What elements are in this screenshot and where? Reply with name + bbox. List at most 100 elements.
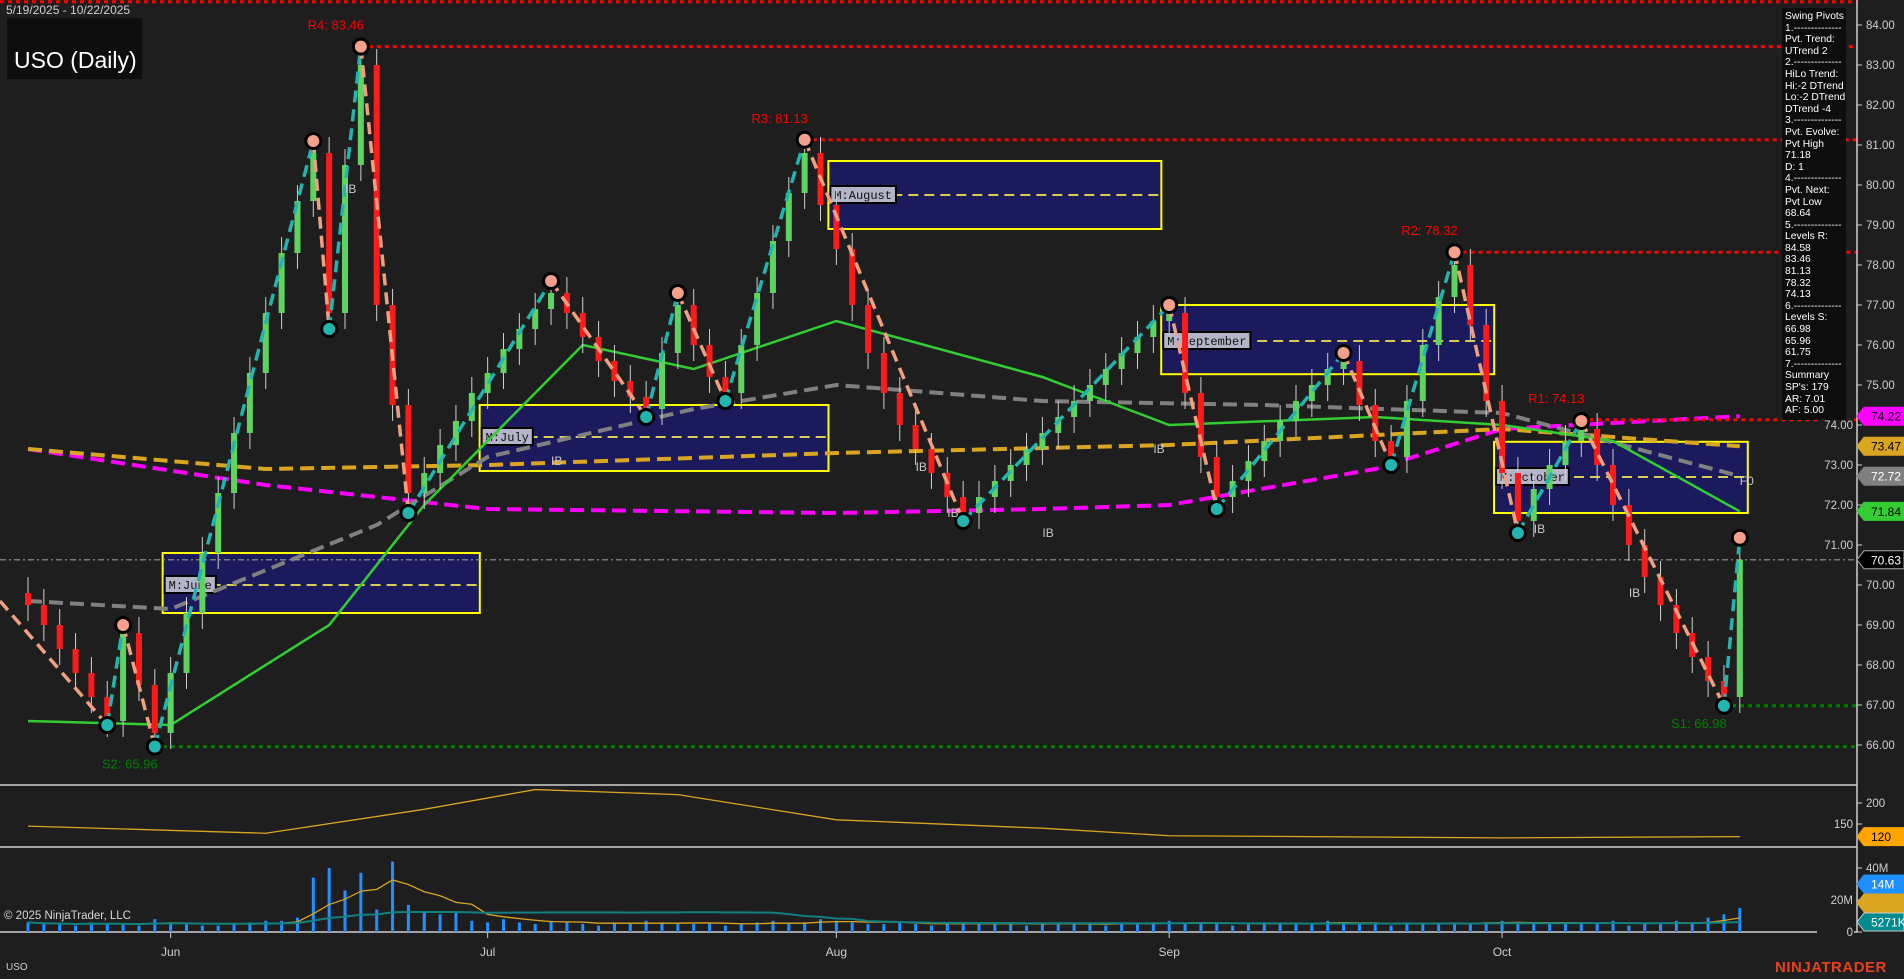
price-tick-label: 83.00: [1866, 60, 1895, 72]
level-label: R3: 81.13: [751, 111, 807, 126]
candle-body: [627, 381, 634, 397]
volume-bar: [422, 911, 426, 932]
volume-bar: [819, 919, 822, 932]
volume-bar: [692, 924, 696, 932]
ib-annotation: IB: [345, 182, 356, 196]
info-line: 68.64: [1785, 208, 1811, 220]
pivot-low-marker: [640, 411, 653, 423]
volume-bar: [375, 909, 379, 932]
pivot-low-marker: [101, 719, 114, 731]
ib-annotation: IB: [1042, 526, 1053, 540]
info-line: 71.18: [1785, 150, 1811, 162]
price-tag: [1856, 912, 1904, 932]
price-tag: [1856, 874, 1904, 894]
candle-body: [516, 329, 523, 349]
volume-bar: [1373, 924, 1377, 932]
volume-bar: [708, 922, 712, 932]
volume-bar: [1563, 924, 1567, 932]
volume-bar: [1040, 924, 1044, 932]
volume-bar: [343, 890, 347, 932]
info-line: HiLo Trend:: [1785, 68, 1839, 80]
price-tick-label: 82.00: [1866, 100, 1895, 112]
candle-body: [754, 293, 761, 345]
volume-bar: [1532, 924, 1536, 932]
pivot-high-marker: [798, 133, 811, 146]
candle-body: [611, 361, 618, 381]
candle-body: [1388, 441, 1395, 457]
volume-bar: [153, 919, 157, 932]
swing-line: [153, 140, 315, 748]
candle-body: [1197, 393, 1204, 457]
volume-bar: [1659, 922, 1663, 932]
candle-body: [72, 649, 79, 673]
info-line: UTrend 2: [1785, 45, 1828, 57]
candle-body: [1150, 321, 1157, 337]
pivot-low-marker: [1717, 699, 1730, 712]
candle-body: [1403, 401, 1410, 457]
price-panel: M:JuneM:JulyM:AugustM:SeptemberM:October…: [0, 0, 1857, 772]
volume-bar: [470, 920, 474, 932]
price-tag-label: 120: [1871, 830, 1891, 844]
candle-body: [199, 553, 206, 613]
candle-body: [1705, 657, 1712, 681]
volume-bar: [248, 922, 252, 932]
candle-body: [1435, 297, 1442, 345]
volume-bar: [454, 912, 458, 932]
tick-label-bg: [1817, 457, 1854, 472]
candle-body: [246, 373, 253, 433]
swing-line: [803, 139, 965, 522]
tick-label-bg: [1817, 924, 1854, 939]
candle-body: [1356, 361, 1363, 405]
candle-body: [1451, 265, 1458, 297]
info-line: 84.58: [1785, 242, 1811, 254]
info-line: 81.13: [1785, 266, 1811, 278]
volume-bar: [1484, 922, 1488, 932]
volume-tick-label: 40M: [1866, 863, 1888, 875]
volume-bar: [803, 922, 807, 932]
volume-bar: [295, 917, 299, 932]
info-line: Summary: [1785, 370, 1830, 382]
volume-bar: [1421, 924, 1425, 932]
monthly-label: M:June: [169, 579, 212, 593]
volume-bar: [264, 920, 268, 932]
info-line: 78.32: [1785, 277, 1811, 289]
volume-average-line: [27, 879, 1740, 925]
volume-bar: [1262, 922, 1266, 932]
volume-bar: [89, 922, 93, 932]
candle-body: [1055, 417, 1062, 433]
candle-body: [342, 165, 348, 313]
price-tag-label: 71.84: [1871, 505, 1901, 519]
volume-bar: [1405, 922, 1409, 932]
volume-bar: [1516, 922, 1520, 932]
ib-annotation: IB: [1534, 522, 1545, 536]
monthly-label: M:July: [486, 431, 529, 445]
volume-bar: [1215, 924, 1219, 932]
volume-bar: [74, 925, 78, 932]
candle-body: [421, 473, 428, 493]
volume-bar: [850, 922, 854, 932]
volume-bar: [280, 920, 284, 932]
swing-line: [644, 292, 680, 418]
volume-bar: [660, 922, 664, 932]
moving-average-line: [27, 426, 1740, 472]
volume-bar: [644, 920, 648, 932]
price-tick-label: 69.00: [1866, 620, 1895, 632]
swing-line: [1579, 420, 1726, 707]
volume-bar: [533, 924, 537, 932]
candle-body: [1261, 441, 1268, 461]
swing-line: [359, 46, 411, 514]
level-label: S2: 65.96: [102, 757, 158, 772]
volume-bar: [406, 904, 410, 932]
volume-bar: [1611, 920, 1615, 932]
candle-body: [785, 193, 792, 241]
pivot-low-marker: [1385, 459, 1398, 471]
candle-body: [643, 397, 650, 409]
candle-body: [120, 633, 127, 721]
pivot-high-marker: [117, 619, 130, 631]
volume-bar: [1025, 925, 1029, 932]
price-tag: [1856, 501, 1904, 521]
volume-bar: [1199, 922, 1203, 932]
tick-label-bg: [1817, 537, 1854, 552]
monthly-label-box: [829, 185, 897, 204]
